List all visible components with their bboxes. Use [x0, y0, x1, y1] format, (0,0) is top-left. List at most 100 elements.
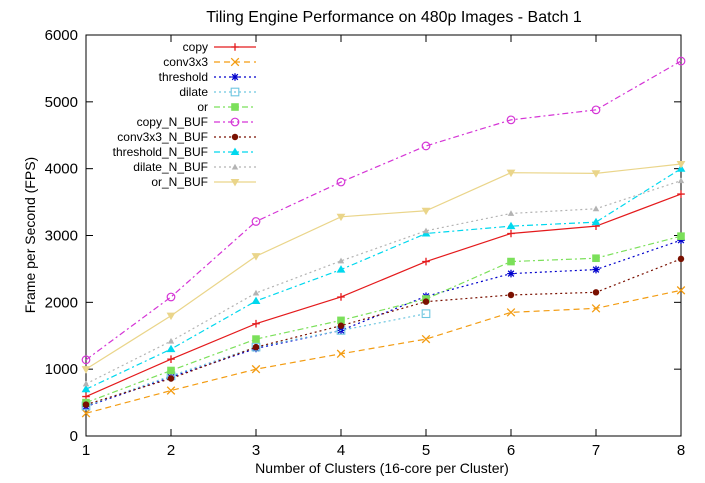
- data-point: [81, 355, 91, 365]
- data-point: [167, 375, 175, 382]
- legend-item: threshold_N_BUF: [113, 145, 256, 159]
- data-point: [507, 269, 515, 278]
- legend-label: threshold: [159, 70, 208, 84]
- legend-label: conv3x3_N_BUF: [117, 130, 208, 144]
- data-point: [252, 335, 260, 343]
- data-point: [676, 56, 686, 66]
- data-point: [677, 177, 685, 184]
- data-point: [677, 236, 685, 244]
- data-point: [592, 289, 600, 296]
- chart-title: Tiling Engine Performance on 480p Images…: [206, 9, 582, 26]
- data-point: [591, 105, 601, 115]
- data-point: [336, 349, 346, 359]
- legend-item: dilate_N_BUF: [133, 160, 256, 174]
- legend-item: conv3x3_N_BUF: [117, 130, 256, 144]
- data-point: [166, 312, 176, 321]
- data-point: [81, 366, 91, 374]
- data-point: [81, 384, 91, 393]
- data-point: [421, 309, 431, 319]
- y-axis-label: Frame per Second (FPS): [22, 157, 38, 313]
- data-point: [677, 190, 685, 198]
- legend-item: dilate: [179, 85, 256, 99]
- x-tick-label: 8: [677, 442, 685, 459]
- legend-swatch-marker: [230, 117, 240, 127]
- series-line: [85, 163, 682, 370]
- legend-swatch-marker: [230, 178, 240, 187]
- series-conv3x3-n-buf: [82, 255, 685, 408]
- data-point: [166, 386, 176, 395]
- series-line: [85, 235, 682, 404]
- data-point: [166, 344, 176, 353]
- series-line: [85, 289, 682, 414]
- data-point: [336, 265, 346, 273]
- legend-item: copy: [183, 40, 256, 54]
- y-tick-label: 0: [70, 428, 78, 445]
- data-point: [336, 177, 346, 187]
- data-point: [421, 334, 431, 344]
- legend-item: or_N_BUF: [151, 175, 256, 189]
- legend-swatch-marker: [230, 87, 240, 97]
- legend: copyconv3x3thresholddilateorcopy_N_BUFco…: [113, 40, 256, 189]
- x-tick-label: 2: [167, 442, 175, 459]
- legend-swatch-marker: [230, 147, 240, 156]
- data-point: [251, 253, 261, 261]
- data-point: [592, 254, 600, 263]
- data-point: [592, 205, 600, 212]
- data-point: [506, 221, 516, 230]
- data-point: [422, 298, 430, 305]
- data-point: [507, 210, 515, 216]
- y-tick-label: 5000: [45, 94, 78, 111]
- series-line: [85, 313, 427, 407]
- data-point: [81, 409, 91, 418]
- data-point: [506, 308, 516, 317]
- legend-label: copy: [183, 40, 208, 54]
- legend-label: or_N_BUF: [151, 175, 208, 189]
- x-tick-label: 6: [507, 442, 515, 459]
- legend-item: threshold: [159, 70, 256, 84]
- legend-label: or: [197, 100, 208, 114]
- series-copy: [82, 190, 685, 401]
- data-point: [676, 286, 686, 295]
- data-point: [252, 289, 260, 296]
- x-tick-label: 7: [592, 442, 600, 459]
- data-point: [591, 304, 601, 313]
- data-point: [167, 366, 175, 375]
- data-point: [591, 170, 601, 178]
- data-point: [251, 364, 261, 374]
- series-line: [85, 180, 682, 385]
- data-point: [506, 115, 516, 125]
- data-point: [422, 227, 430, 234]
- y-tick-label: 2000: [45, 294, 78, 311]
- data-point: [507, 257, 515, 266]
- data-point: [592, 265, 600, 274]
- y-tick-label: 3000: [45, 228, 78, 245]
- legend-label: dilate_N_BUF: [133, 160, 208, 174]
- x-tick-label: 3: [252, 442, 260, 459]
- data-point: [337, 293, 345, 301]
- data-point: [337, 316, 345, 325]
- legend-label: conv3x3: [163, 55, 208, 69]
- data-point: [677, 255, 685, 263]
- data-point: [507, 229, 515, 238]
- legend-label: threshold_N_BUF: [113, 145, 208, 159]
- series-threshold: [82, 236, 685, 411]
- data-point: [166, 292, 176, 302]
- y-tick-label: 6000: [45, 27, 78, 44]
- series-dilate-n-buf: [82, 177, 685, 387]
- data-point: [421, 141, 431, 151]
- legend-swatch-marker: [231, 73, 239, 81]
- data-point: [337, 322, 345, 329]
- data-point: [507, 291, 515, 299]
- data-point: [251, 296, 261, 305]
- x-tick-label: 5: [422, 442, 430, 459]
- series-conv3x3: [81, 286, 686, 418]
- series-line: [85, 193, 682, 398]
- series-layer: [81, 56, 686, 418]
- series-or-n-buf: [81, 160, 686, 374]
- data-point: [506, 169, 516, 178]
- data-point: [82, 380, 90, 387]
- series-copy-n-buf: [81, 56, 686, 365]
- legend-item: copy_N_BUF: [137, 115, 256, 129]
- legend-swatch-marker: [231, 103, 239, 111]
